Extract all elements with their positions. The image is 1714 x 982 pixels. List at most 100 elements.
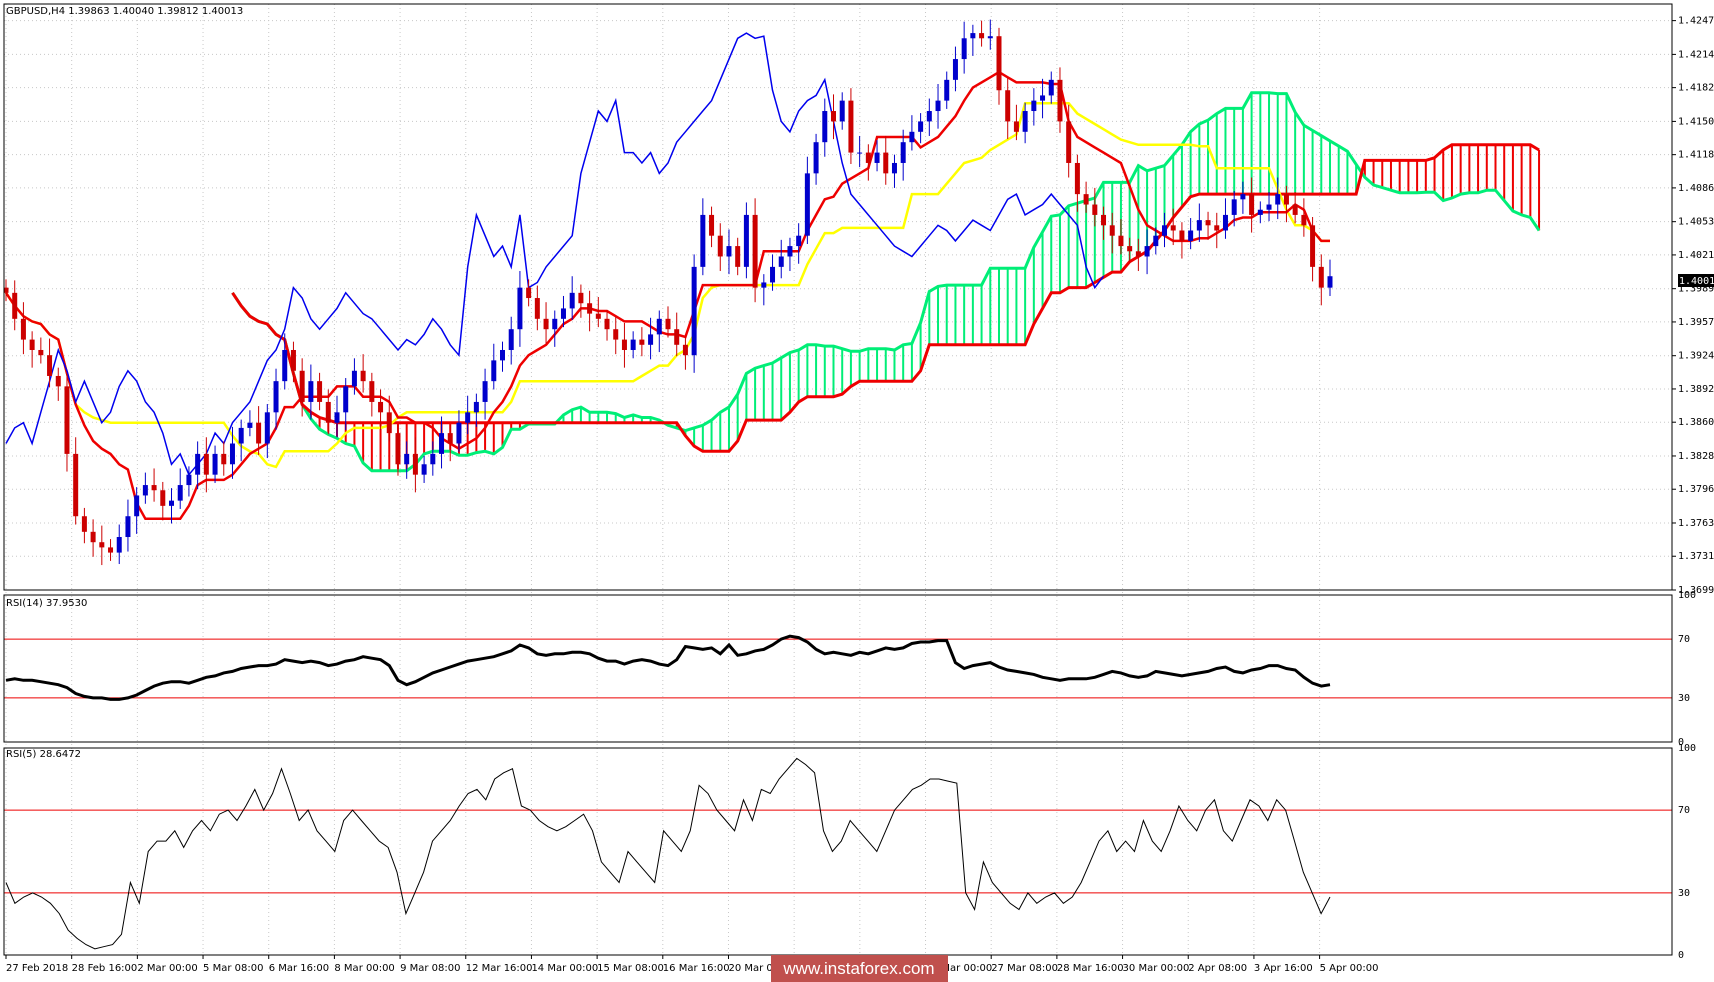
candle-body	[351, 370, 357, 387]
candle-body	[465, 412, 471, 423]
candle-body	[735, 246, 741, 267]
candle-body	[534, 298, 540, 319]
candle-body	[1275, 194, 1281, 205]
candle-body	[308, 381, 314, 402]
time-tick-label: 5 Apr 00:00	[1320, 963, 1379, 974]
price-tick-label: 1.38605	[1678, 417, 1714, 428]
price-tick-label: 1.38925	[1678, 384, 1714, 395]
candle-body	[560, 308, 566, 319]
candle-body	[116, 537, 122, 553]
candle-body	[1109, 225, 1115, 236]
candle-body	[1214, 225, 1220, 231]
candle-body	[169, 500, 174, 506]
candle-body	[839, 100, 845, 122]
watermark-box	[771, 955, 948, 982]
candle-body	[343, 386, 349, 413]
rsi14-tick-label: 70	[1678, 634, 1690, 645]
candle-body	[665, 318, 671, 330]
price-axis: 1.42470 1.42145 1.41825 1.41500 1.41180 1.408…	[1672, 16, 1714, 596]
candle-body	[1170, 225, 1176, 231]
candle-body	[125, 516, 131, 538]
candle-body	[456, 422, 462, 444]
candle-body	[979, 33, 985, 39]
candle-body	[386, 412, 392, 434]
candle-body	[787, 246, 793, 257]
rsi14-pane: 100 70 30 0	[4, 590, 1696, 748]
candle-body	[1057, 79, 1063, 122]
candle-body	[918, 121, 924, 132]
candle-body	[1249, 194, 1255, 215]
candle-body	[952, 59, 958, 80]
candle-body	[639, 339, 645, 345]
rsi14-tick-label: 0	[1678, 737, 1684, 748]
candle-body	[743, 214, 749, 267]
candle-body	[90, 531, 96, 543]
rsi5-line	[5, 757, 1331, 950]
candle-body	[1205, 220, 1211, 226]
price-tick-label: 1.39570	[1678, 317, 1714, 328]
rsi14-tick-label: 30	[1678, 693, 1690, 704]
rsi5-tick-label: 70	[1678, 805, 1690, 816]
candle-body	[73, 453, 79, 517]
candle-body	[256, 422, 262, 444]
time-tick-label: 14 Mar 00:00	[531, 963, 598, 974]
candle-body	[299, 370, 305, 402]
candle-body	[1222, 214, 1228, 231]
candle-body	[439, 433, 445, 454]
candle-body	[29, 339, 35, 350]
candle-body	[944, 79, 950, 101]
candle-body	[578, 292, 584, 304]
rsi5-tick-label: 30	[1678, 888, 1690, 899]
candle-body	[1266, 204, 1272, 210]
time-tick-label: 3 Apr 16:00	[1254, 963, 1313, 974]
candle-body	[674, 329, 680, 345]
candle-body	[752, 214, 758, 288]
pane-frames	[3, 3, 1673, 956]
time-tick-label: 6 Mar 16:00	[269, 963, 329, 974]
candle-body	[831, 111, 836, 122]
candle-body	[412, 453, 418, 475]
candle-body	[1048, 79, 1054, 96]
candle-body	[1162, 225, 1167, 236]
time-tick-label: 15 Mar 08:00	[597, 963, 664, 974]
rsi14-label: RSI(14) 37.9530	[6, 598, 87, 609]
candle-body	[804, 173, 810, 236]
kijun-sen-line	[4, 101, 1330, 469]
candle-body	[621, 339, 627, 350]
price-tick-label: 1.38280	[1678, 451, 1714, 462]
candle-body	[1301, 214, 1307, 226]
current-price-value: 1.40013	[1679, 276, 1714, 287]
candle-body	[81, 516, 87, 532]
candle-body	[1153, 235, 1159, 247]
candle-body	[526, 287, 532, 299]
candle-body	[203, 453, 209, 475]
candle-body	[961, 38, 967, 60]
candle-body	[970, 33, 976, 39]
price-tick-label: 1.37960	[1678, 484, 1714, 495]
candle-body	[726, 246, 732, 257]
senkou-span-b	[231, 143, 1540, 453]
candle-body	[369, 381, 375, 402]
time-tick-label: 20 Mar 00:00	[728, 963, 795, 974]
candle-body	[656, 318, 662, 335]
candle-body	[996, 36, 1002, 91]
rsi5-tick-label: 100	[1678, 743, 1696, 754]
candle-body	[796, 235, 802, 247]
time-tick-label: 28 Feb 16:00	[72, 963, 138, 974]
candle-body	[926, 111, 932, 122]
candle-body	[700, 214, 706, 267]
time-tick-label: 12 Mar 16:00	[466, 963, 533, 974]
candle-body	[491, 360, 497, 382]
price-tick-label: 1.40215	[1678, 250, 1714, 261]
candle-body	[874, 152, 880, 163]
candle-body	[935, 100, 941, 112]
price-tick-label: 1.41180	[1678, 150, 1714, 161]
candle-body	[317, 381, 323, 402]
candle-body	[447, 433, 453, 444]
candle-body	[552, 318, 558, 330]
candle-body	[1318, 266, 1324, 288]
candle-body	[508, 329, 514, 350]
candle-body	[1231, 199, 1237, 215]
candle-body	[1005, 90, 1011, 122]
price-tick-label: 1.40860	[1678, 183, 1714, 194]
